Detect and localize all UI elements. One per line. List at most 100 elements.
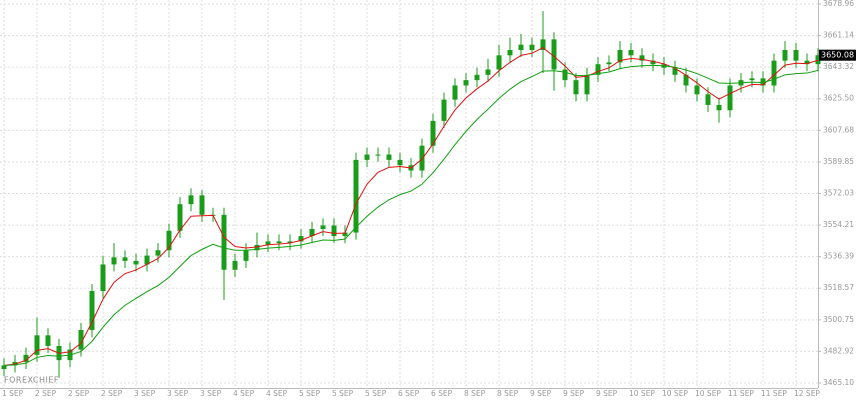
candle-body bbox=[782, 50, 788, 61]
y-tick-label: 3661.14 bbox=[823, 31, 854, 40]
price-label-box bbox=[819, 49, 856, 61]
x-tick-label: 10 SEP bbox=[662, 389, 688, 398]
candle-body bbox=[133, 260, 139, 265]
candle-body bbox=[342, 232, 348, 237]
price-label: 3650.08 bbox=[821, 51, 854, 60]
x-tick-label: 11 SEP bbox=[728, 389, 754, 398]
x-tick-label: 6 SEP bbox=[398, 389, 420, 398]
candle-body bbox=[1, 365, 7, 370]
candle-body bbox=[144, 255, 150, 265]
candle-body bbox=[232, 260, 238, 270]
x-tick-label: 3 SEP bbox=[167, 389, 189, 398]
candle-body bbox=[243, 250, 249, 261]
candle-body bbox=[23, 354, 29, 362]
x-tick-label: 9 SEP bbox=[530, 389, 552, 398]
candle-body bbox=[188, 195, 194, 205]
candle-body bbox=[177, 204, 183, 231]
candle-body bbox=[45, 335, 51, 346]
candle-body bbox=[265, 241, 271, 245]
candle-body bbox=[353, 159, 359, 233]
candle-body bbox=[298, 236, 304, 242]
x-tick-label: 5 SEP bbox=[299, 389, 321, 398]
y-tick-label: 3554.21 bbox=[823, 220, 854, 229]
candle-body bbox=[573, 80, 579, 95]
x-tick-label: 11 SEP bbox=[761, 389, 787, 398]
candle-body bbox=[694, 85, 700, 95]
candle-body bbox=[771, 60, 777, 86]
x-tick-label: 2 SEP bbox=[101, 389, 123, 398]
y-tick-label: 3500.75 bbox=[823, 315, 854, 324]
candle-body bbox=[562, 69, 568, 81]
candle-body bbox=[397, 159, 403, 166]
x-tick-label: 4 SEP bbox=[233, 389, 255, 398]
y-tick-label: 3589.85 bbox=[823, 157, 854, 166]
candle-body bbox=[551, 39, 557, 70]
candle-body bbox=[111, 257, 117, 265]
candle-body bbox=[287, 241, 293, 244]
candle-body bbox=[815, 55, 821, 65]
watermark: FOREXCHIEF bbox=[4, 376, 59, 385]
y-tick-label: 3572.03 bbox=[823, 189, 854, 198]
candle-body bbox=[364, 154, 370, 160]
x-tick-label: 1 SEP bbox=[2, 389, 24, 398]
candle-body bbox=[89, 291, 95, 331]
x-tick-label: 9 SEP bbox=[563, 389, 585, 398]
x-tick-label: 10 SEP bbox=[695, 389, 721, 398]
candle-body bbox=[683, 74, 689, 86]
x-tick-label: 12 SEP bbox=[794, 389, 820, 398]
candle-body bbox=[485, 69, 491, 75]
x-tick-label: 2 SEP bbox=[35, 389, 57, 398]
candle-body bbox=[122, 257, 128, 261]
candle-body bbox=[650, 60, 656, 65]
candle-body bbox=[34, 335, 40, 355]
y-tick-label: 3625.50 bbox=[823, 94, 854, 103]
candle-body bbox=[760, 78, 766, 86]
candle-body bbox=[617, 50, 623, 63]
x-tick-label: 10 SEP bbox=[629, 389, 655, 398]
x-tick-label: 9 SEP bbox=[596, 389, 618, 398]
candle-body bbox=[716, 104, 722, 111]
candle-body bbox=[507, 50, 513, 56]
candle-body bbox=[100, 264, 106, 292]
x-tick-label: 8 SEP bbox=[464, 389, 486, 398]
x-tick-label: 2 SEP bbox=[68, 389, 90, 398]
candle-body bbox=[309, 229, 315, 237]
candle-body bbox=[595, 64, 601, 75]
y-tick-label: 3536.39 bbox=[823, 252, 854, 261]
candle-body bbox=[320, 225, 326, 230]
x-tick-label: 5 SEP bbox=[332, 389, 354, 398]
candle-body bbox=[705, 94, 711, 105]
y-tick-label: 3482.92 bbox=[823, 346, 854, 355]
moving-average bbox=[3, 64, 819, 366]
candle-body bbox=[78, 330, 84, 350]
candle-body bbox=[276, 241, 282, 244]
x-tick-label: 6 SEP bbox=[431, 389, 453, 398]
x-tick-label: 4 SEP bbox=[266, 389, 288, 398]
candle-body bbox=[672, 67, 678, 75]
candle-body bbox=[441, 99, 447, 121]
candle-body bbox=[804, 60, 810, 65]
candle-body bbox=[254, 244, 260, 251]
candle-body bbox=[639, 55, 645, 61]
x-tick-label: 8 SEP bbox=[497, 389, 519, 398]
candle-body bbox=[529, 44, 535, 51]
y-tick-label: 3607.68 bbox=[823, 125, 854, 134]
candle-body bbox=[166, 230, 172, 251]
candle-body bbox=[221, 214, 227, 270]
candle-body bbox=[727, 85, 733, 111]
candle-body bbox=[518, 44, 524, 51]
x-tick-label: 3 SEP bbox=[200, 389, 222, 398]
candle-body bbox=[496, 55, 502, 70]
candle-body bbox=[331, 225, 337, 237]
candle-body bbox=[463, 80, 469, 86]
candle-body bbox=[419, 145, 425, 171]
candle-body bbox=[155, 250, 161, 256]
y-tick-label: 3678.96 bbox=[823, 0, 854, 8]
candle-body bbox=[793, 50, 799, 61]
y-tick-label: 3643.32 bbox=[823, 62, 854, 71]
candle-body bbox=[628, 50, 634, 56]
candle-body bbox=[430, 120, 436, 146]
